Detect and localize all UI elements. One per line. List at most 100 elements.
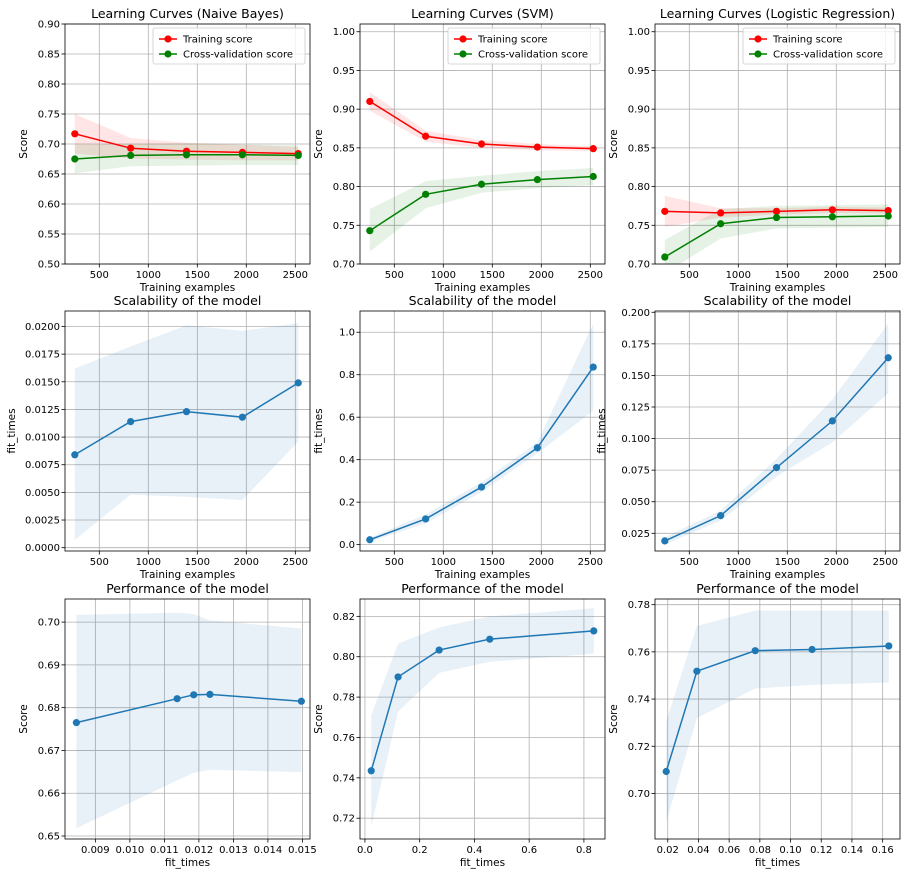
data-point [661,537,669,545]
data-layer [661,195,892,264]
data-point [366,97,374,106]
y-tick-label: 0.67 [38,746,60,757]
data-point [533,176,541,184]
data-point [589,145,597,153]
legend: Training score Cross-validation score [447,27,601,65]
x-tick-label: 0.014 [254,845,283,856]
x-tick-label: 2500 [873,557,898,568]
chart-panel-9: 0.02 0.04 0.06 0.08 0.10 0.12 0.14 0.16 0.70 0.72… [608,581,901,869]
y-tick-label: 0.0200 [25,322,60,333]
y-tick-label: 0.075 [621,466,650,477]
y-axis-label: Score [608,704,620,733]
y-tick-label: 0.70 [333,260,355,271]
y-tick-label: 0.150 [621,371,650,382]
y-tick-label: 0.78 [628,600,650,611]
data-point [238,413,246,421]
legend-label: Training score [182,35,253,46]
y-tick-label: 0.100 [621,434,650,445]
x-axis-label: Training examples [729,569,825,581]
x-tick-label: 1500 [480,557,505,568]
x-axis-label: fit_times [460,857,505,869]
legend-box [447,27,601,65]
data-point [366,536,374,544]
data-point [885,642,893,650]
legend-marker [754,50,762,58]
x-tick-label: 0.6 [521,845,537,856]
x-tick-label: 0.16 [872,845,894,856]
x-tick-label: 2000 [824,557,849,568]
y-axis-label: Score [313,704,325,733]
chart-panel-3: 500 1000 1500 2000 2500 0.70 0.75 0.80 0.85 0.90 0… [608,6,901,294]
data-point [477,483,486,491]
x-tick-label: 2500 [873,270,898,281]
y-tick-label: 0.050 [621,497,650,508]
data-point [297,697,305,705]
x-tick-label: 1000 [726,557,751,568]
y-tick-label: 0.0025 [25,516,60,527]
axes-frame [64,598,311,840]
x-tick-label: 2500 [283,557,308,568]
y-tick-label: 0.85 [333,143,355,154]
x-tick-label: 1000 [726,270,751,281]
x-tick-label: 2500 [578,557,603,568]
data-layer [71,114,302,174]
data-point [884,354,892,362]
data-point [435,646,443,654]
y-tick-label: 0.4 [339,455,355,466]
grid [360,599,605,839]
data-point [422,515,430,523]
x-axis-label: fit_times [165,857,210,869]
y-tick-label: 0.85 [628,143,650,154]
data-point [127,151,135,159]
data-point [590,627,598,635]
data-point [71,155,79,163]
x-axis-label: Training examples [434,282,530,294]
data-point [589,172,597,181]
data-point [661,207,669,215]
data-point [394,673,402,681]
y-tick-label: 0.74 [628,695,650,706]
x-tick-label: 2000 [529,270,554,281]
legend-box [742,27,896,65]
y-tick-label: 0.90 [628,105,650,116]
legend: Training score Cross-validation score [152,27,306,65]
data-point [422,190,430,198]
data-point [751,647,759,655]
x-tick-label: 2000 [529,557,554,568]
axes-frame [359,598,606,840]
y-tick-label: 0.72 [333,814,355,825]
data-point [533,143,541,151]
x-tick-label: 2000 [234,557,259,568]
data-layer [367,608,598,827]
x-tick-label: 500 [385,557,404,568]
data-point [72,719,80,727]
y-tick-label: 0.80 [333,652,355,663]
confidence-band [76,612,302,829]
plot-area [65,599,310,839]
legend-marker [754,35,762,43]
x-tick-label: 1500 [185,270,210,281]
chart-title: Learning Curves (Naive Bayes) [91,6,284,21]
y-tick-label: 0.85 [38,50,60,61]
x-axis-label: Training examples [139,569,235,581]
data-layer [72,612,305,829]
data-point [772,213,781,222]
x-axis-label: fit_times [755,857,800,869]
confidence-band [666,610,889,822]
data-point [772,207,781,215]
chart-title: Scalability of the model [704,293,852,308]
data-point [477,180,486,188]
data-point [828,417,836,425]
x-tick-label: 0.012 [185,845,214,856]
data-point [717,220,725,228]
x-tick-label: 1500 [775,270,800,281]
axes-frame [654,310,901,552]
data-point [717,512,725,520]
x-tick-label: 1000 [136,270,161,281]
y-tick-label: 0.0075 [25,460,60,471]
x-tick-label: 0.2 [412,845,428,856]
x-tick-label: 0.010 [116,845,145,856]
data-point [182,408,191,416]
grid [360,311,605,551]
chart-panel-1: 500 1000 1500 2000 2500 0.50 0.55 0.60 0.65 0.70 0… [18,6,311,294]
